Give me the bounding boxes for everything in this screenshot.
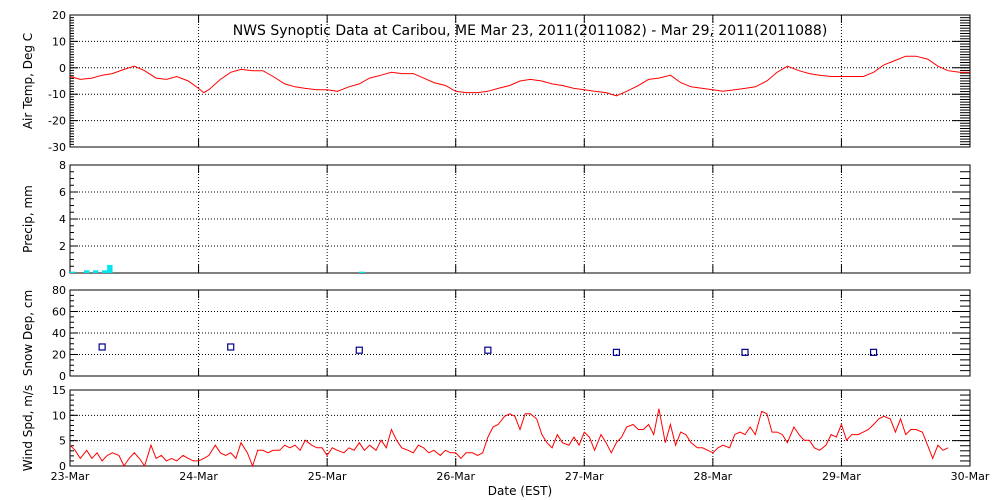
y-tick-label: 20 <box>52 9 66 22</box>
x-tick-label: 29-Mar <box>822 470 861 483</box>
y-tick-label: 20 <box>52 349 66 362</box>
x-tick-label: 24-Mar <box>179 470 218 483</box>
y-axis-label: Precip, mm <box>21 185 35 253</box>
x-tick-label: 26-Mar <box>436 470 475 483</box>
snow-depth-point <box>98 343 106 351</box>
y-axis-label: Snow Dep, cm <box>21 290 35 376</box>
y-tick-label: 15 <box>52 384 66 397</box>
y-tick-label: 10 <box>52 409 66 422</box>
series-line <box>69 55 970 97</box>
y-tick-label: -20 <box>48 115 66 128</box>
y-tick-label: 2 <box>59 240 66 253</box>
y-tick-label: 80 <box>52 284 66 297</box>
snow-depth-point <box>741 348 749 356</box>
precip-bar <box>84 270 90 273</box>
y-tick-label: 0 <box>59 460 66 473</box>
precip-bar <box>359 271 365 273</box>
x-tick-label: 27-Mar <box>565 470 604 483</box>
precip-panel: 8 6 4 2 0 Precip, mm <box>21 159 971 280</box>
snow-depth-panel: 80 60 40 20 0 Snow Dep, cm <box>21 284 971 383</box>
snow-depth-point <box>484 346 492 354</box>
chart-title: NWS Synoptic Data at Caribou, ME Mar 23,… <box>233 23 828 39</box>
precip-bar <box>107 264 113 273</box>
y-tick-label: 0 <box>59 370 66 383</box>
x-tick-label: 30-Mar <box>951 470 990 483</box>
air-temp-panel: 20 10 0 -10 -20 -30 Air Temp, Deg C <box>21 9 971 154</box>
y-tick-label: 0 <box>59 267 66 280</box>
x-tick-label: 23-Mar <box>51 470 90 483</box>
wind-speed-panel: 15 10 5 0 Wind Spd, m/s <box>21 384 971 473</box>
x-axis-ticks: 23-Mar 24-Mar 25-Mar 26-Mar 27-Mar 28-Mar 29-M… <box>51 470 990 483</box>
y-axis-label: Wind Spd, m/s <box>21 385 35 471</box>
snow-depth-point <box>869 348 878 356</box>
snow-depth-point <box>612 348 621 356</box>
y-tick-label: -10 <box>48 88 66 101</box>
y-tick-label: 4 <box>59 213 66 226</box>
series-line <box>69 408 949 468</box>
snow-depth-point <box>227 343 235 351</box>
precip-bar <box>102 270 108 273</box>
y-axis-label: Air Temp, Deg C <box>21 33 35 129</box>
y-tick-label: 10 <box>52 35 66 48</box>
y-tick-label: 60 <box>52 306 66 319</box>
x-tick-label: 28-Mar <box>693 470 732 483</box>
plot-frame <box>69 389 971 467</box>
y-tick-label: 0 <box>59 62 66 75</box>
y-tick-label: 8 <box>59 159 66 172</box>
y-tick-label: 6 <box>59 186 66 199</box>
precip-bar <box>93 270 99 273</box>
precip-bar <box>69 271 76 273</box>
snow-depth-point <box>355 346 363 354</box>
x-tick-label: 25-Mar <box>308 470 347 483</box>
y-tick-label: 5 <box>59 435 66 448</box>
y-tick-label: -30 <box>48 141 66 154</box>
x-axis-label: Date (EST) <box>488 484 552 498</box>
y-tick-label: 40 <box>52 327 66 340</box>
